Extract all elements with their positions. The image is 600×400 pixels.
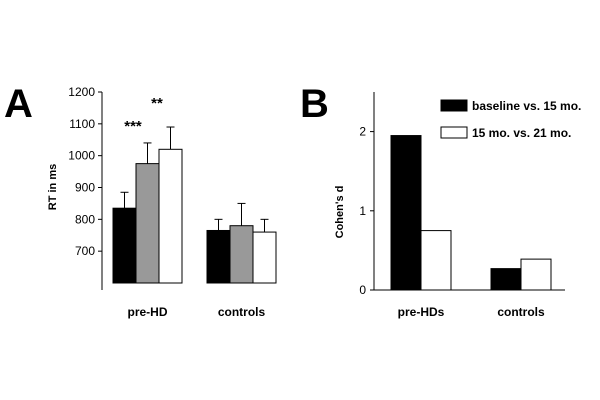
panel-b-legend-swatch-0 <box>440 99 468 112</box>
panel-a-bar-s1-g0 <box>135 163 160 284</box>
panel-a: A RT in ms 700 800 900 1000 1100 1200 pre-HD c… <box>4 82 277 319</box>
panel-b-legend-swatch-1 <box>440 126 468 139</box>
panel-b-categories: pre-HDs controls <box>398 305 545 319</box>
panel-b-letter: B <box>300 82 329 126</box>
panel-a-bar-s2-g0 <box>158 148 183 284</box>
annotation-significance-1: *** <box>124 118 142 135</box>
panel-b-legend: baseline vs. 15 mo. 15 mo. vs. 21 mo. <box>440 99 581 140</box>
panel-a-categories: pre-HD controls <box>127 305 265 319</box>
panel-a-y-tick-label-2: 900 <box>75 181 95 195</box>
panel-a-bars <box>112 126 277 284</box>
panel-b: B Cohen's d 0 1 2 pre-HDs controls baseline… <box>300 82 581 319</box>
panel-a-category-0: pre-HD <box>127 305 167 319</box>
panel-b-y-ticks: 0 1 2 <box>359 125 374 297</box>
panel-b-y-tick-label-2: 2 <box>359 125 366 139</box>
panel-a-y-tick-label-1: 800 <box>75 212 95 226</box>
panel-a-y-tick-label-0: 700 <box>75 244 95 258</box>
panel-b-bar-s1-g1 <box>520 258 552 291</box>
panel-a-category-1: controls <box>218 305 266 319</box>
panel-a-bar-s2-g1 <box>252 231 277 284</box>
panel-a-bar-s0-g0 <box>112 207 137 284</box>
panel-b-legend-label-1: 15 mo. vs. 21 mo. <box>472 126 571 140</box>
panel-b-bars <box>390 135 552 291</box>
panel-a-y-tick-label-4: 1100 <box>69 117 95 131</box>
panel-a-y-axis-label: RT in ms <box>47 164 59 210</box>
panel-a-y-tick-label-5: 1200 <box>68 85 95 99</box>
panel-b-y-tick-label-1: 1 <box>359 204 366 218</box>
panel-b-bar-s0-g0 <box>390 135 422 291</box>
panel-b-y-tick-label-0: 0 <box>359 283 366 297</box>
panel-b-bar-s1-g0 <box>420 230 452 291</box>
panel-b-bar-s0-g1 <box>490 268 522 291</box>
panel-b-legend-label-0: baseline vs. 15 mo. <box>472 99 581 113</box>
panel-b-category-0: pre-HDs <box>398 305 445 319</box>
panel-a-bar-s0-g1 <box>206 229 231 284</box>
panel-a-letter: A <box>4 82 33 126</box>
panel-b-category-1: controls <box>497 305 545 319</box>
panel-a-bar-s1-g1 <box>229 225 254 284</box>
annotation-significance-2: ** <box>151 95 163 112</box>
panel-a-y-tick-label-3: 1000 <box>68 149 95 163</box>
panel-a-y-ticks: 700 800 900 1000 1100 1200 <box>68 85 102 258</box>
panel-b-y-axis-label: Cohen's d <box>334 186 346 239</box>
